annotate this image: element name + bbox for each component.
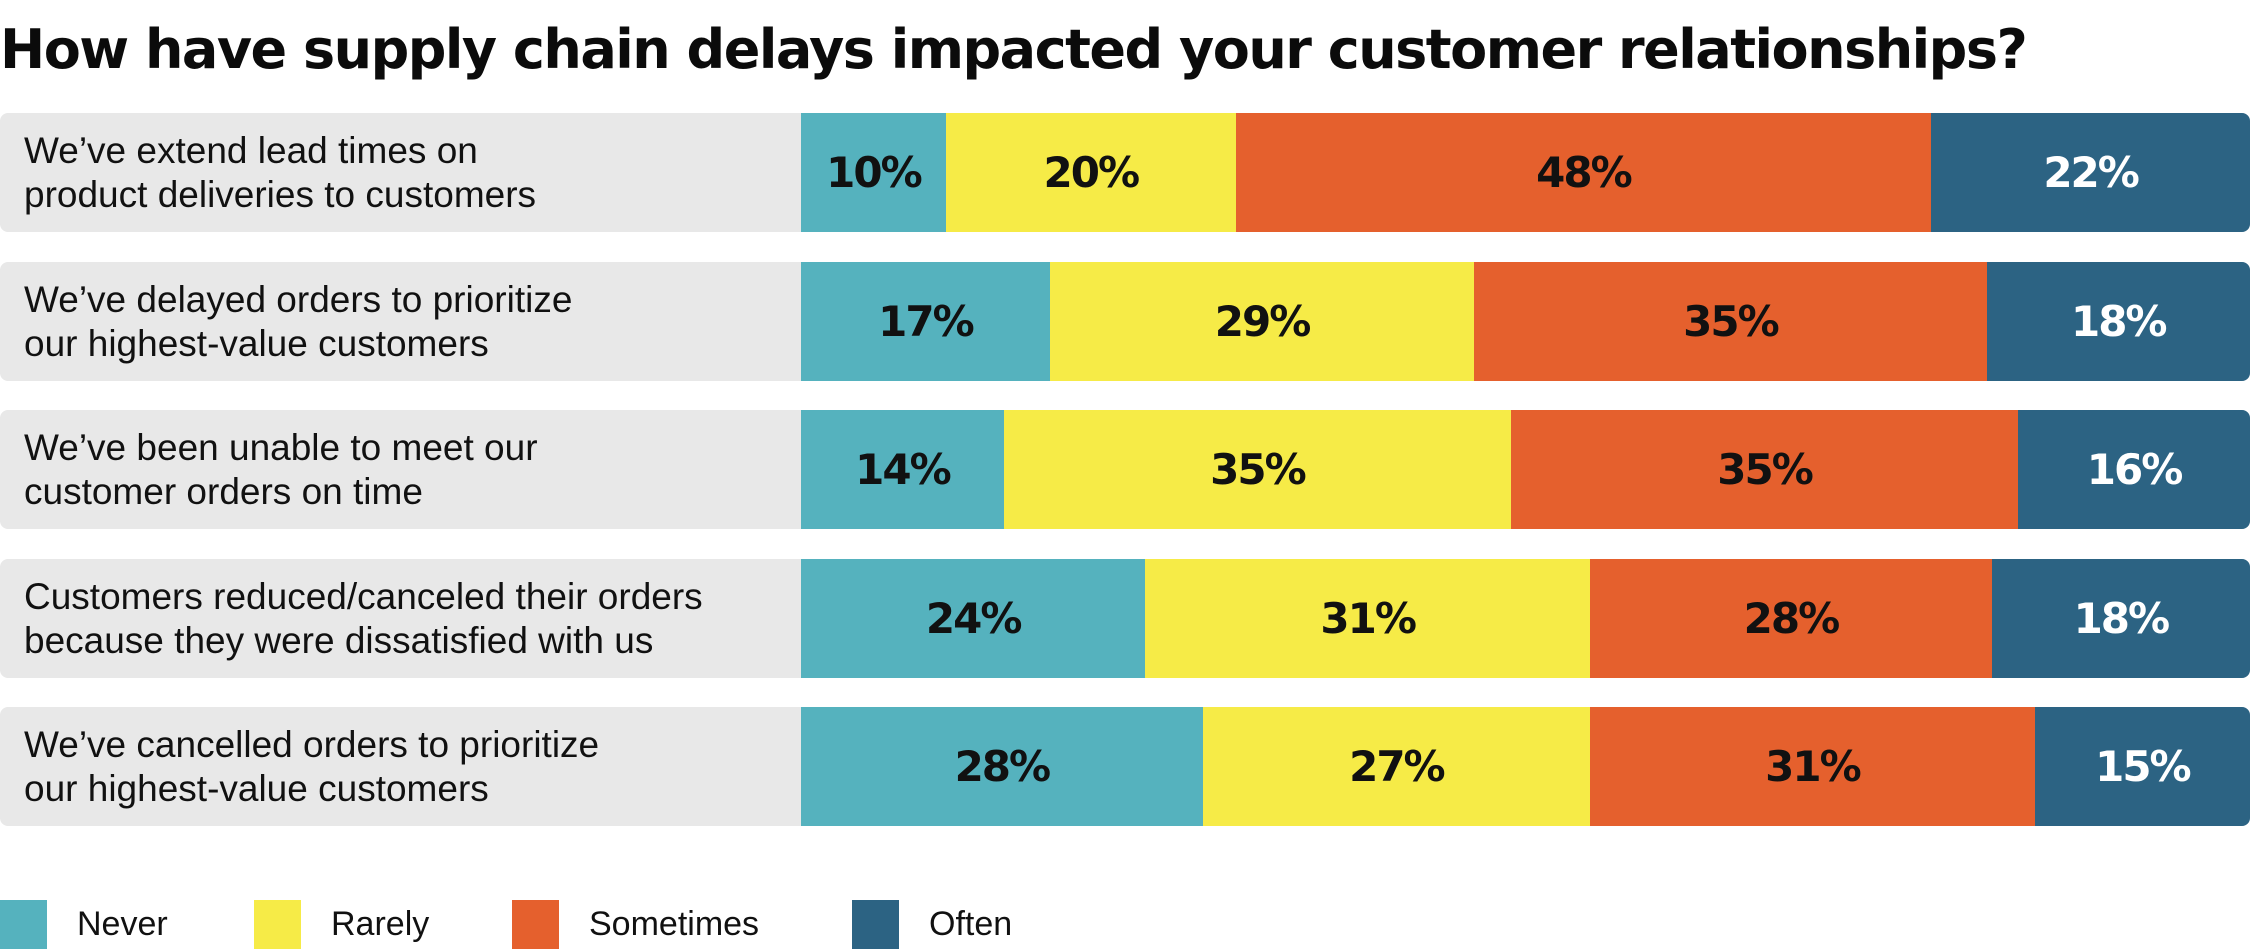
bar-segment-rarely: 20% [945,113,1236,232]
bar-segment-often: 18% [1986,262,2250,381]
data-label: 10% [826,148,923,197]
bar-segment-never: 28% [801,707,1203,826]
chart-legend: Never Rarely Sometimes Often [0,900,2250,949]
stacked-bar: 10% 20% 48% 22% [801,113,2250,232]
data-label: 48% [1536,148,1633,197]
legend-swatch [254,900,301,949]
bar-segment-never: 24% [801,559,1146,678]
bar-row: Customers reduced/canceled their orders b… [0,559,2250,678]
bar-segment-never: 17% [801,262,1050,381]
data-label: 31% [1320,594,1417,643]
bar-segment-sometimes: 35% [1474,262,1987,381]
data-label: 18% [2073,594,2171,643]
bar-row: We’ve delayed orders to prioritize our hi… [0,262,2250,381]
bar-segment-sometimes: 48% [1235,113,1932,232]
bar-segment-sometimes: 31% [1590,707,2035,826]
bar-segment-never: 10% [801,113,946,232]
category-label: We’ve been unable to meet our customer or… [24,426,538,512]
bar-segment-sometimes: 28% [1590,559,1992,678]
stacked-bar: 28% 27% 31% 15% [801,707,2250,826]
data-label: 14% [855,445,952,494]
data-label: 15% [2095,742,2192,791]
bar-segment-rarely: 29% [1049,262,1475,381]
legend-label: Sometimes [589,905,760,943]
data-label: 31% [1765,742,1862,791]
stacked-bar: 24% 31% 28% 18% [801,559,2250,678]
data-label: 17% [878,297,975,346]
bar-row: We’ve been unable to meet our customer or… [0,410,2250,529]
data-label: 35% [1683,297,1780,346]
data-label: 35% [1717,445,1814,494]
data-label: 18% [2070,297,2168,346]
stacked-bar: 14% 35% 35% 16% [801,410,2250,529]
legend-swatch [512,900,559,949]
bar-segment-never: 14% [801,410,1004,529]
data-label: 24% [925,594,1023,643]
legend-swatch [0,900,47,949]
category-label: We’ve delayed orders to prioritize our hi… [24,278,573,364]
data-label: 22% [2043,148,2140,197]
data-label: 29% [1214,297,1312,346]
bar-segment-often: 16% [2018,410,2250,529]
legend-label: Often [929,905,1013,943]
bar-row: We’ve extend lead times on product delive… [0,113,2250,232]
legend-label: Rarely [331,905,430,943]
data-label: 16% [2086,445,2184,494]
bar-row: We’ve cancelled orders to prioritize our … [0,707,2250,826]
category-label: Customers reduced/canceled their orders b… [24,575,703,661]
legend-label: Never [77,905,168,943]
bar-segment-often: 18% [1991,559,2250,678]
data-label: 27% [1349,742,1446,791]
bar-segment-rarely: 35% [1003,410,1511,529]
data-label: 20% [1043,148,1141,197]
data-label: 28% [954,742,1052,791]
category-label: We’ve cancelled orders to prioritize our … [24,723,600,809]
bar-segment-rarely: 31% [1145,559,1591,678]
data-label: 35% [1210,445,1307,494]
chart-title: How have supply chain delays impacted yo… [0,18,2028,81]
category-label: We’ve extend lead times on product delive… [24,129,537,215]
bar-segment-sometimes: 35% [1511,410,2019,529]
stacked-bar: 17% 29% 35% 18% [801,262,2250,381]
data-label: 28% [1743,594,1841,643]
legend-swatch [852,900,899,949]
bar-segment-often: 15% [2034,707,2250,826]
bar-segment-rarely: 27% [1202,707,1591,826]
bar-segment-often: 22% [1931,113,2250,232]
